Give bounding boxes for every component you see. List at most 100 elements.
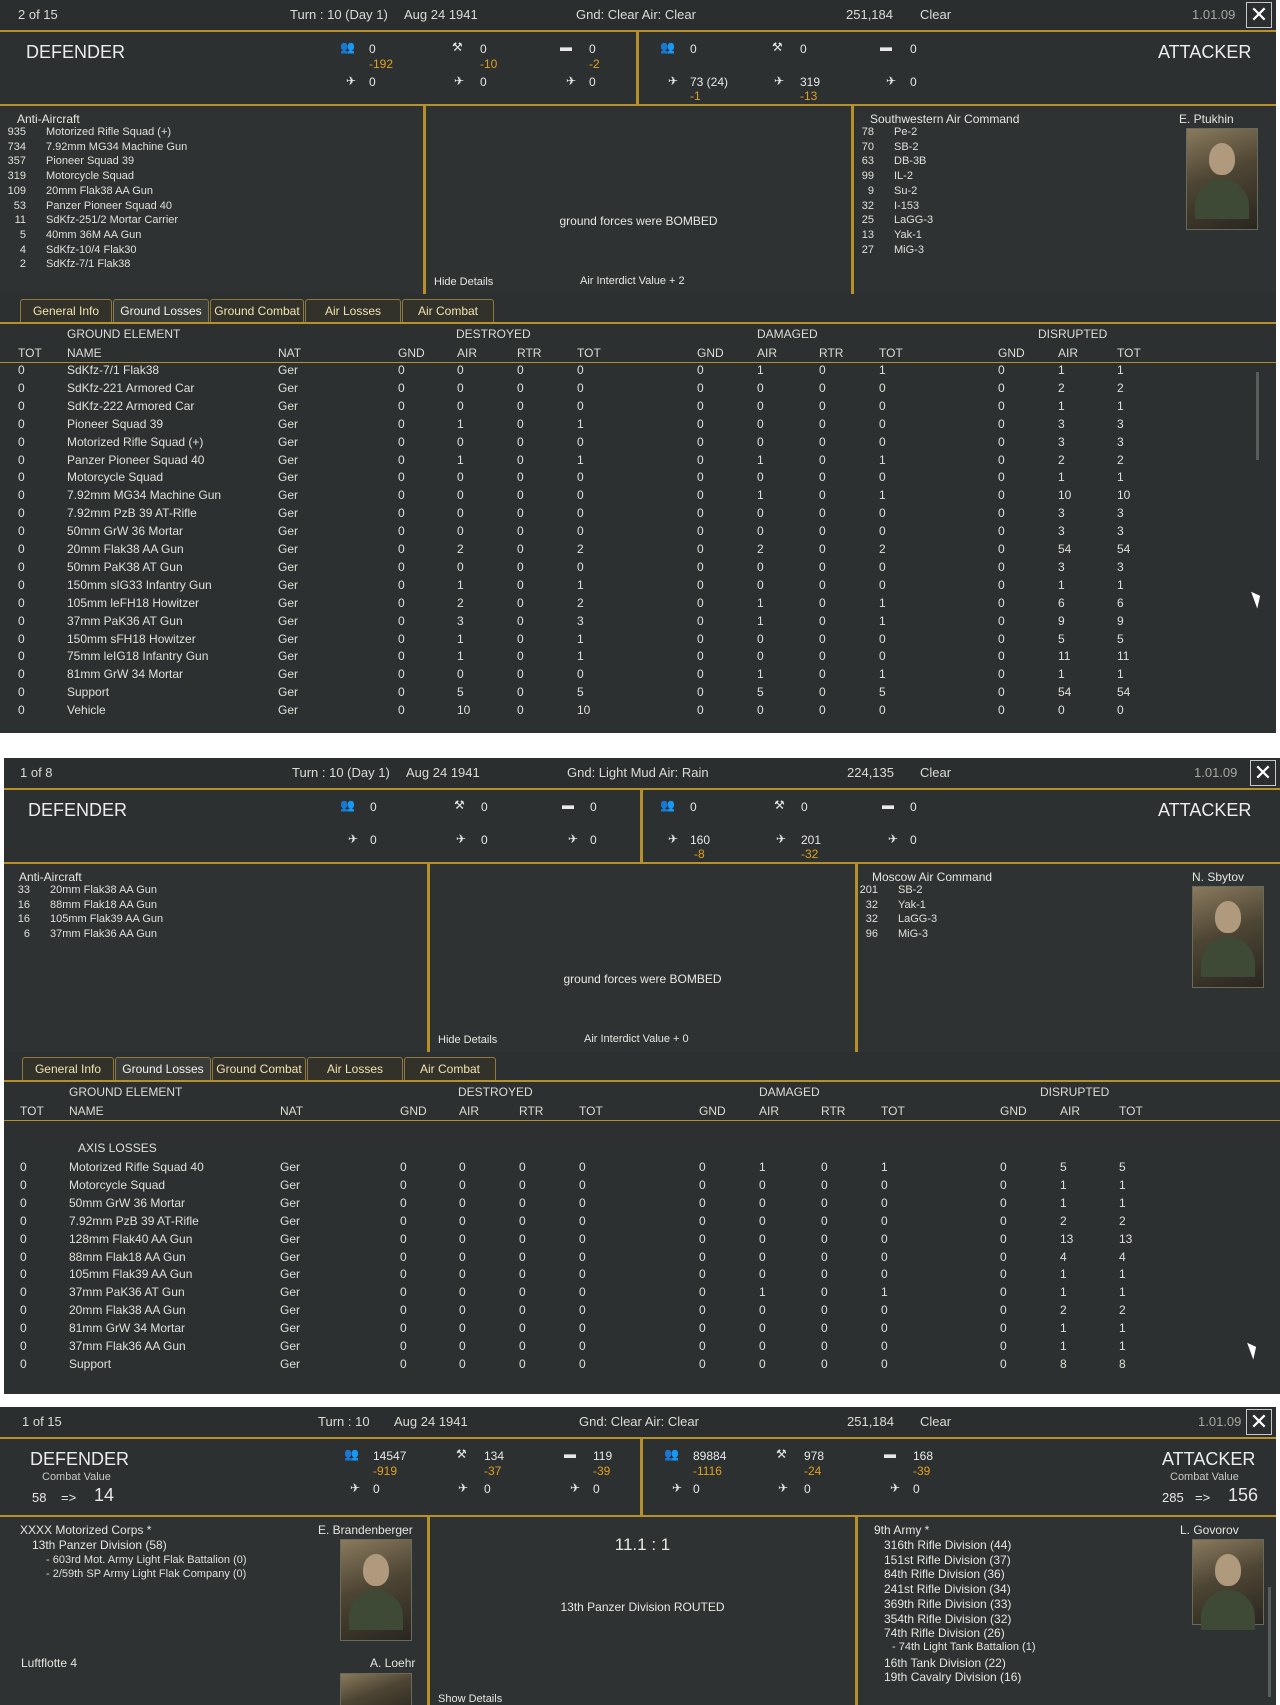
table-cell: 0 — [18, 434, 25, 449]
table-cell: 0 — [577, 434, 584, 449]
air-interdict-value: Air Interdict Value + 2 — [580, 275, 685, 287]
table-row: 0 SdKfz-7/1 Flak38 Ger 0 0 0 0 0 1 0 1 0 1 1 — [0, 362, 1276, 379]
table-cell: 0 — [20, 1321, 27, 1336]
bomber-icon: ✈ — [774, 74, 785, 88]
table-cell: 0 — [517, 577, 524, 592]
column-header: GND — [699, 1104, 726, 1118]
table-cell: 0 — [398, 703, 405, 718]
table-cell: 0 — [398, 685, 405, 700]
tab-ground-losses[interactable]: Ground Losses — [115, 1057, 211, 1080]
table-cell: 1 — [757, 488, 764, 503]
attacker-guns-count: 0 — [801, 800, 808, 814]
table-cell: 0 — [579, 1231, 586, 1246]
tab-air-losses[interactable]: Air Losses — [307, 1057, 403, 1080]
table-cell: 3 — [1058, 434, 1065, 449]
aircraft-row: 32 I-153 — [848, 200, 1148, 214]
table-cell: 0 — [697, 363, 704, 377]
tank-icon: ▬ — [560, 40, 572, 54]
units-scrollbar[interactable] — [1268, 1587, 1271, 1697]
table-cell: 0 — [18, 416, 25, 431]
table-cell: Ger — [278, 613, 299, 628]
hex-coords: 251,184 — [847, 1414, 894, 1429]
table-cell: 0 — [579, 1213, 586, 1228]
table-cell: 0 — [998, 542, 1005, 556]
table-cell: 0 — [457, 363, 464, 377]
hide-details-link[interactable]: Hide Details — [438, 1034, 498, 1046]
table-cell: 0 — [517, 685, 524, 700]
tab-air-combat[interactable]: Air Combat — [404, 1057, 496, 1080]
tab-air-combat[interactable]: Air Combat — [402, 299, 494, 322]
close-icon[interactable]: ✕ — [1246, 2, 1272, 28]
tab-air-losses[interactable]: Air Losses — [305, 299, 401, 322]
table-cell: 1 — [759, 1285, 766, 1300]
table-cell: 0 — [697, 416, 704, 431]
tab-ground-combat[interactable]: Ground Combat — [210, 299, 304, 322]
element-name-cell: 81mm GrW 34 Mortar — [69, 1321, 186, 1336]
table-cell: 0 — [881, 1356, 888, 1371]
list-count: 734 — [7, 140, 26, 153]
table-scrollbar[interactable] — [1256, 372, 1259, 460]
column-header: GND — [697, 346, 724, 360]
table-cell: 0 — [819, 452, 826, 467]
table-cell: 0 — [459, 1339, 466, 1353]
commander-name: L. Govorov — [1180, 1523, 1239, 1537]
table-cell: 0 — [819, 559, 826, 574]
table-cell: 0 — [519, 1160, 526, 1174]
element-name-cell: Support — [69, 1356, 112, 1371]
table-cell: 0 — [881, 1195, 888, 1210]
table-cell: 1 — [1117, 363, 1124, 377]
table-cell: 0 — [821, 1249, 828, 1264]
table-cell: 0 — [517, 434, 524, 449]
tab-general-info[interactable]: General Info — [20, 299, 112, 322]
table-cell: 0 — [998, 595, 1005, 610]
table-cell: 0 — [579, 1356, 586, 1371]
recon-icon: ✈ — [886, 74, 897, 88]
table-cell: 0 — [400, 1267, 407, 1282]
defender-element-row: 16 105mm Flak39 AA Gun — [4, 913, 304, 927]
commander-portrait — [1186, 128, 1258, 230]
table-cell: 0 — [18, 649, 25, 664]
group-header-disrupted: DISRUPTED — [1040, 1085, 1110, 1099]
attacker-cv-arrow: => — [1195, 1490, 1211, 1505]
table-cell: 0 — [517, 524, 524, 539]
tank-icon: ▬ — [884, 1447, 896, 1461]
attacker-bombers-count: 319 — [800, 75, 821, 89]
list-count: 5 — [19, 228, 26, 241]
table-cell: 5 — [457, 685, 464, 700]
defender-element-row: 357 Pioneer Squad 39 — [0, 155, 300, 169]
table-cell: Ger — [278, 649, 299, 664]
table-cell: 0 — [819, 434, 826, 449]
table-cell: 0 — [757, 703, 764, 718]
close-icon[interactable]: ✕ — [1246, 1409, 1272, 1435]
table-cell: 0 — [400, 1285, 407, 1300]
date-label: Aug 24 1941 — [406, 765, 480, 780]
table-row: 0 Support Ger 0 5 0 5 0 5 0 5 0 54 54 — [0, 684, 1276, 701]
defender-element-row: 6 37mm Flak36 AA Gun — [4, 928, 304, 942]
tab-ground-combat[interactable]: Ground Combat — [212, 1057, 306, 1080]
column-header: TOT — [18, 346, 42, 360]
attacker-men-count: 0 — [690, 800, 697, 814]
list-name: 37mm Flak36 AA Gun — [50, 928, 157, 941]
table-cell: 0 — [20, 1285, 27, 1300]
table-cell: 1 — [1119, 1267, 1126, 1282]
tab-ground-losses[interactable]: Ground Losses — [113, 299, 209, 322]
defender-afv-count: 0 — [590, 800, 597, 814]
table-cell: 5 — [577, 685, 584, 700]
attacker-unit: 151st Rifle Division (37) — [884, 1552, 1011, 1567]
table-cell: Ger — [280, 1285, 301, 1300]
table-cell: 0 — [517, 649, 524, 664]
column-header: NAME — [67, 346, 102, 360]
table-cell: 0 — [699, 1303, 706, 1318]
attacker-unit: 74th Rifle Division (26) — [884, 1626, 1005, 1641]
table-cell: 1 — [757, 667, 764, 682]
close-icon[interactable]: ✕ — [1250, 760, 1276, 786]
tab-general-info[interactable]: General Info — [22, 1057, 114, 1080]
hide-details-link[interactable]: Hide Details — [434, 276, 494, 288]
aircraft-row: 13 Yak-1 — [848, 229, 1148, 243]
show-details-link[interactable]: Show Details — [438, 1693, 503, 1705]
table-cell: 0 — [759, 1213, 766, 1228]
table-cell: 0 — [577, 398, 584, 413]
table-cell: 13 — [1119, 1231, 1133, 1246]
table-cell: 1 — [1117, 577, 1124, 592]
aircraft-row: 201 SB-2 — [852, 884, 1152, 898]
